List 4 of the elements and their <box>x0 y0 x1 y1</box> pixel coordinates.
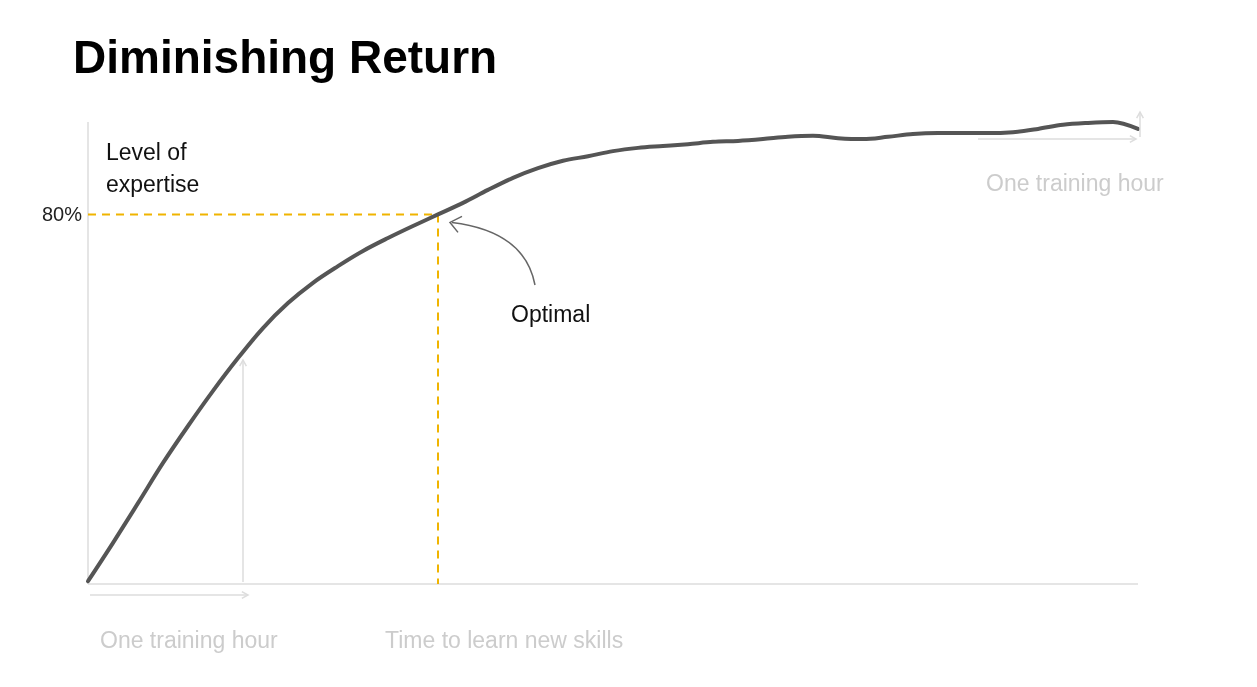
chart-title: Diminishing Return <box>73 31 498 83</box>
y-axis-title: Level of expertise <box>106 139 200 197</box>
ref-line-label: 80% <box>41 203 83 226</box>
annotation: Optimal <box>511 301 591 327</box>
